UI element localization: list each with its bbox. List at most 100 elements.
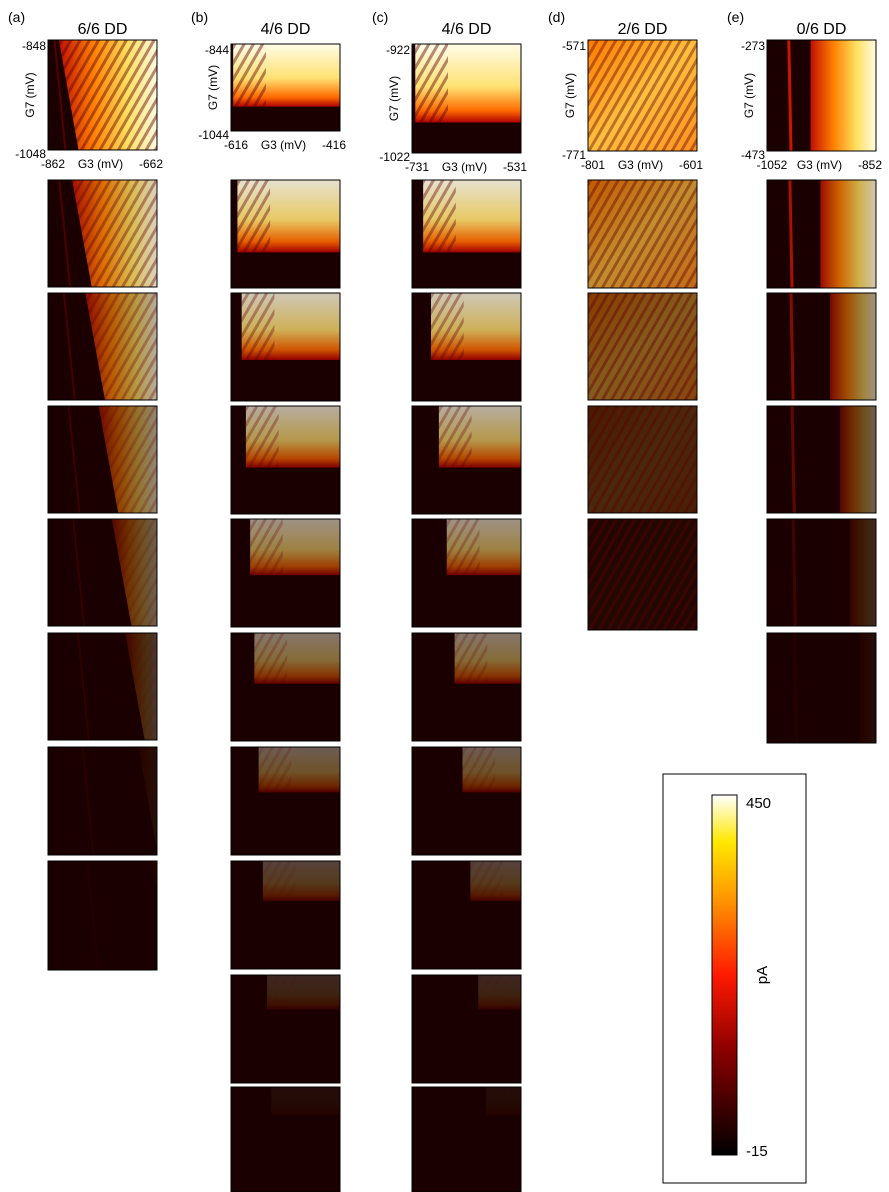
y-axis-label: G7 (mV) bbox=[387, 76, 401, 121]
heatmap-tile bbox=[767, 633, 876, 743]
panel-title: 4/6 DD bbox=[261, 21, 311, 38]
heatmap-tile bbox=[767, 40, 876, 151]
panel: (c)4/6 DD-922-1022G7 (mV)-731G3 (mV)-531 bbox=[372, 9, 527, 1192]
panel-title: 2/6 DD bbox=[618, 21, 668, 38]
y-axis-label: G7 (mV) bbox=[206, 65, 220, 110]
stripe-region bbox=[267, 975, 300, 1010]
panel-label: (e) bbox=[727, 9, 744, 25]
x-axis-label: G3 (mV) bbox=[261, 138, 306, 152]
tile-content bbox=[231, 406, 340, 514]
tile-content bbox=[588, 406, 697, 513]
tile-content bbox=[767, 293, 876, 400]
tile-content bbox=[231, 44, 340, 131]
panel: (a)6/6 DD-848-1048G7 (mV)-862G3 (mV)-662 bbox=[8, 9, 171, 970]
stripe-region bbox=[588, 180, 697, 288]
tile-content bbox=[231, 633, 340, 741]
tile-content bbox=[588, 519, 697, 630]
bright-region bbox=[820, 180, 876, 288]
heatmap-tile bbox=[231, 975, 340, 1083]
panel: (b)4/6 DD-844-1044G7 (mV)-616G3 (mV)-416 bbox=[191, 9, 346, 1192]
y-axis-label: G7 (mV) bbox=[563, 73, 577, 118]
tile-content bbox=[231, 519, 340, 627]
heatmap-tile bbox=[588, 293, 697, 400]
stripe-region bbox=[588, 40, 697, 151]
stripe-region bbox=[233, 44, 266, 107]
tile-content bbox=[48, 40, 157, 150]
heatmap-tile bbox=[231, 633, 340, 741]
tile-content bbox=[767, 406, 876, 513]
x-axis-label: G3 (mV) bbox=[618, 158, 663, 172]
stripe-region bbox=[271, 1087, 304, 1115]
x-tick-label: -1052 bbox=[757, 158, 788, 172]
stripe-region bbox=[439, 406, 472, 468]
panel-title: 4/6 DD bbox=[442, 21, 492, 38]
tile-content bbox=[231, 1087, 340, 1192]
heatmap-tile bbox=[231, 180, 340, 288]
tile-content bbox=[412, 861, 521, 969]
y-tick-label: -571 bbox=[562, 39, 586, 53]
tile-content bbox=[48, 519, 157, 626]
heatmap-tile bbox=[412, 975, 521, 1083]
heatmap-tile bbox=[412, 44, 521, 153]
x-tick-label: -531 bbox=[503, 160, 527, 174]
tile-content bbox=[412, 975, 521, 1083]
heatmap-tile bbox=[412, 293, 521, 401]
panel-label: (b) bbox=[191, 9, 208, 25]
tile-content bbox=[412, 1087, 521, 1192]
bright-region bbox=[840, 406, 876, 513]
stripe-region bbox=[478, 975, 511, 1010]
heatmap-tile bbox=[767, 293, 876, 400]
colorbar: 450 -15 pA bbox=[663, 774, 806, 1183]
bright-region bbox=[811, 40, 876, 151]
x-tick-label: -852 bbox=[858, 158, 882, 172]
x-tick-label: -862 bbox=[41, 157, 65, 171]
tile-content bbox=[231, 975, 340, 1083]
tile-content bbox=[767, 40, 876, 151]
stripe-region bbox=[431, 293, 464, 360]
heatmap-tile bbox=[48, 519, 157, 626]
stripe-region bbox=[447, 519, 480, 575]
stripe-region bbox=[242, 293, 275, 360]
heatmap-tile bbox=[412, 861, 521, 969]
tile-content bbox=[412, 747, 521, 855]
stripe-region bbox=[246, 406, 279, 468]
heatmap-tile bbox=[231, 44, 340, 131]
x-tick-label: -662 bbox=[139, 157, 163, 171]
tile-content bbox=[48, 293, 157, 400]
stripe-region bbox=[463, 747, 496, 792]
heatmap-tile bbox=[231, 293, 340, 401]
heatmap-tile bbox=[231, 519, 340, 627]
tile-content bbox=[48, 633, 157, 740]
tile-content bbox=[767, 519, 876, 626]
tile-content bbox=[231, 293, 340, 401]
heatmap-tile bbox=[588, 406, 697, 513]
x-tick-label: -616 bbox=[224, 138, 248, 152]
y-tick-label: -273 bbox=[741, 39, 765, 53]
bright-region bbox=[860, 633, 876, 743]
heatmap-tile bbox=[412, 1087, 521, 1192]
tile-bg bbox=[48, 861, 157, 970]
panel-title: 6/6 DD bbox=[78, 21, 128, 38]
panel-label: (d) bbox=[548, 9, 565, 25]
tile-content bbox=[231, 861, 340, 969]
heatmap-tile bbox=[231, 406, 340, 514]
tile-content bbox=[588, 180, 697, 288]
heatmap-tile bbox=[48, 633, 157, 740]
heatmap-tile bbox=[231, 861, 340, 969]
colorbar-min: -15 bbox=[746, 1143, 768, 1160]
heatmap-tile bbox=[588, 519, 697, 630]
tile-content bbox=[588, 293, 697, 400]
tile-content bbox=[588, 40, 697, 151]
y-tick-label: -922 bbox=[386, 43, 410, 57]
tile-content bbox=[412, 293, 521, 401]
stripe-region bbox=[588, 406, 697, 513]
stripe-region bbox=[423, 180, 456, 252]
stripe-region bbox=[588, 519, 697, 630]
tile-content bbox=[412, 519, 521, 627]
x-tick-label: -731 bbox=[405, 160, 429, 174]
x-tick-label: -601 bbox=[679, 158, 703, 172]
stripe-region bbox=[254, 633, 287, 684]
heatmap-tile bbox=[412, 747, 521, 855]
